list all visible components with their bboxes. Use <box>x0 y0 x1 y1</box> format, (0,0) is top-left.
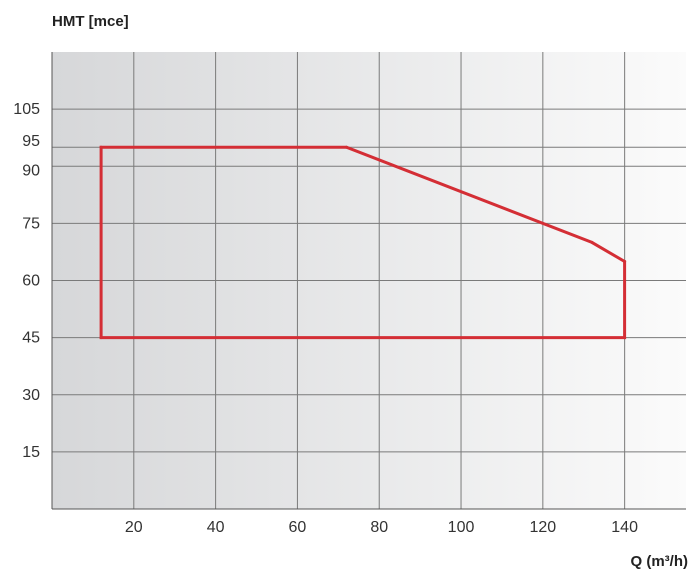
y-tick-label: 45 <box>22 330 40 347</box>
y-tick-label: 30 <box>22 387 40 404</box>
y-tick-label: 75 <box>22 215 40 232</box>
y-tick-label: 60 <box>22 273 40 290</box>
y-tick-label: 15 <box>22 444 40 461</box>
y-tick-label: 95 <box>22 133 40 150</box>
y-tick-label: 105 <box>13 101 40 118</box>
data-point <box>623 336 627 340</box>
data-point <box>345 145 349 149</box>
data-point <box>99 336 103 340</box>
x-tick-label: 100 <box>448 519 475 536</box>
data-point <box>99 145 103 149</box>
x-tick-label: 140 <box>611 519 638 536</box>
series-layer <box>99 145 627 340</box>
x-tick-label: 60 <box>289 519 307 536</box>
x-tick-label: 40 <box>207 519 225 536</box>
x-tick-label: 120 <box>529 519 556 536</box>
data-point <box>623 259 627 263</box>
x-tick-label: 20 <box>125 519 143 536</box>
x-axis-title: Q (m³/h) <box>631 553 689 570</box>
axes <box>51 52 686 510</box>
data-point <box>590 240 594 244</box>
tick-labels: 20 40 60 80 100 120 140 15 30 45 60 75 90 95 105 <box>13 101 638 536</box>
x-tick-label: 80 <box>370 519 388 536</box>
y-axis-title: HMT [mce] <box>52 13 129 30</box>
y-tick-label: 90 <box>22 162 40 179</box>
